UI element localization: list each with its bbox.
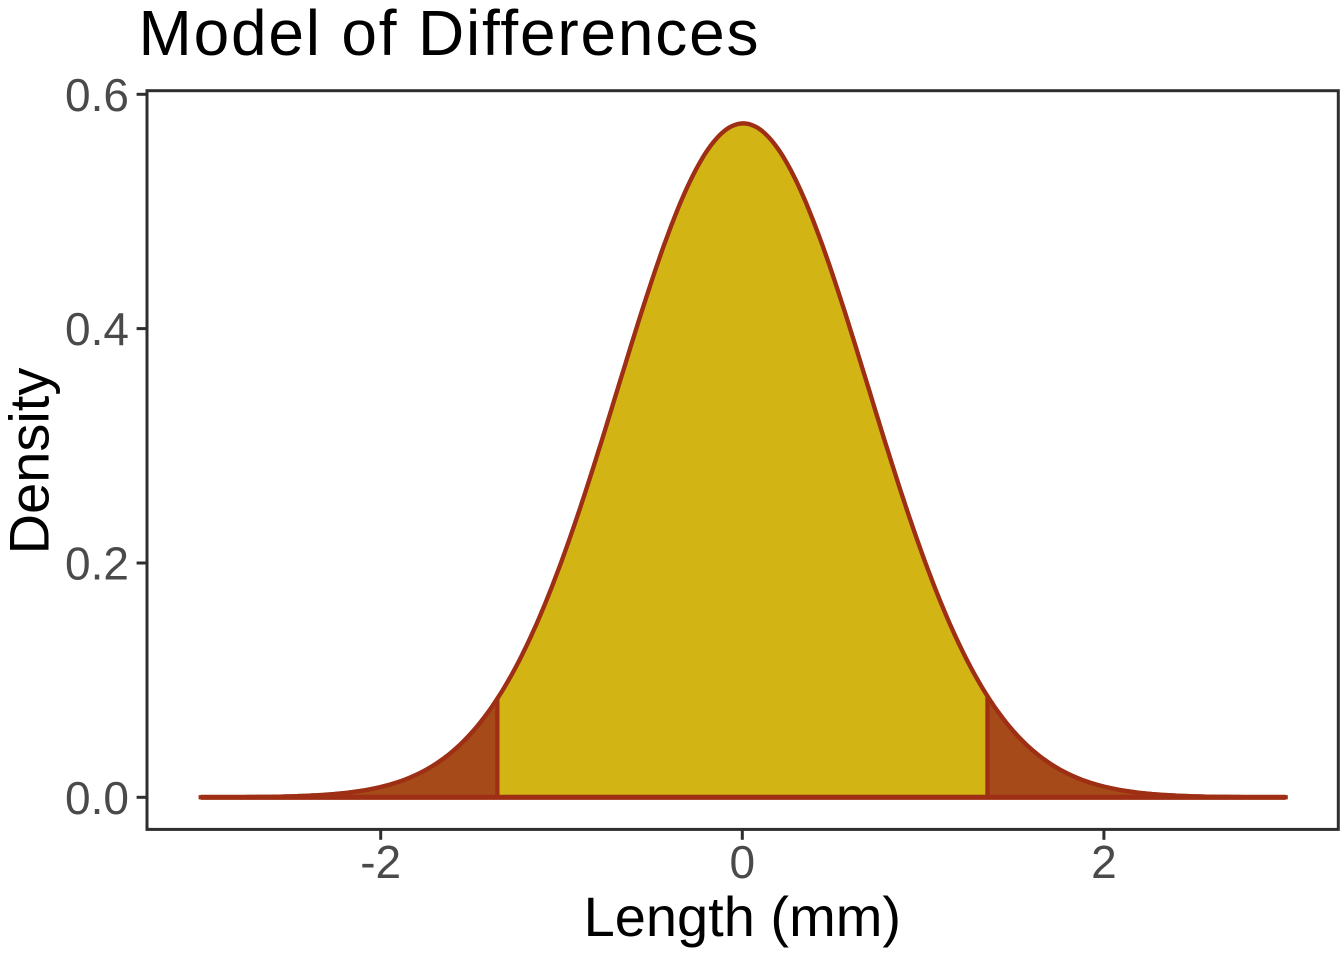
svg-text:Model of Differences: Model of Differences (139, 0, 761, 69)
svg-text:0.4: 0.4 (65, 303, 129, 355)
svg-text:0: 0 (730, 836, 756, 888)
svg-text:0.6: 0.6 (65, 69, 129, 121)
svg-text:0.2: 0.2 (65, 538, 129, 590)
svg-text:2: 2 (1091, 836, 1117, 888)
svg-text:Density: Density (0, 368, 61, 555)
svg-text:-2: -2 (360, 836, 401, 888)
svg-text:0.0: 0.0 (65, 772, 129, 824)
svg-text:Length (mm): Length (mm) (584, 885, 901, 948)
